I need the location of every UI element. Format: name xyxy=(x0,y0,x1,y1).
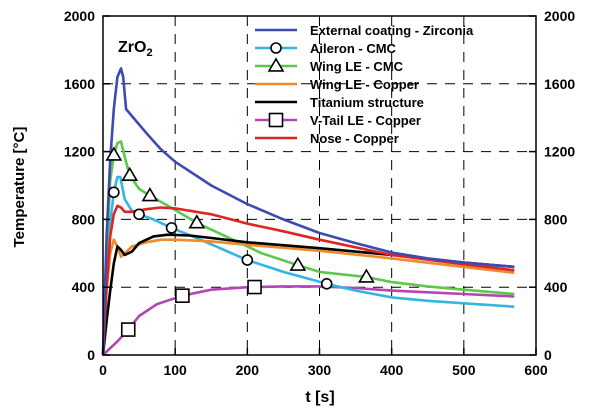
x-tick-label: 100 xyxy=(163,362,187,378)
zro2-annotation: ZrO2 xyxy=(118,39,153,59)
series-marker-2 xyxy=(188,214,206,229)
legend-label-1: Aileron - CMC xyxy=(310,41,397,56)
legend: External coating - Zirconia Aileron - CMC… xyxy=(255,23,474,146)
y-tick-label-right: 800 xyxy=(544,211,568,227)
y-tick-label-left: 1200 xyxy=(64,144,95,160)
legend-label-2: Wing LE - CMC xyxy=(310,59,404,74)
y-tick-label-left: 2000 xyxy=(64,8,95,24)
series-marker-2 xyxy=(289,256,307,271)
axis-ticks xyxy=(102,15,537,356)
legend-marker-2 xyxy=(267,57,285,72)
y-tick-label-left: 0 xyxy=(87,347,95,363)
y-tick-label-right: 400 xyxy=(544,279,568,295)
series-marker-1 xyxy=(165,222,178,234)
legend-label-3: Wing LE - Copper xyxy=(310,77,419,92)
x-tick-label: 300 xyxy=(308,362,332,378)
series-line-3 xyxy=(101,238,515,356)
x-tick-label: 0 xyxy=(99,362,107,378)
annotation-main: ZrO xyxy=(118,39,146,56)
series-marker-2 xyxy=(358,268,375,283)
y-tick-label-left: 800 xyxy=(72,211,96,227)
series-marker-1 xyxy=(108,186,120,199)
series-marker-2 xyxy=(141,187,159,202)
series-marker-2 xyxy=(121,166,139,182)
series-marker-5 xyxy=(175,288,190,303)
series-marker-1 xyxy=(320,278,333,290)
series-marker-1 xyxy=(241,254,254,266)
grid-lines xyxy=(103,16,536,355)
y-tick-label-right: 2000 xyxy=(544,8,575,24)
series-marker-2 xyxy=(105,146,123,161)
legend-label-6: Nose - Copper xyxy=(310,131,399,146)
y-tick-label-right: 1200 xyxy=(544,144,575,160)
series-marker-1 xyxy=(133,208,145,221)
y-axis-label: Temperature [°C] xyxy=(11,127,28,248)
legend-marker-1 xyxy=(270,42,282,54)
series-marker-5 xyxy=(247,279,262,295)
series-marker-5 xyxy=(120,322,136,337)
x-tick-label: 400 xyxy=(380,362,404,378)
series-line-5 xyxy=(102,285,515,356)
legend-label-4: Titanium structure xyxy=(310,95,424,110)
y-tick-label-left: 1600 xyxy=(64,76,95,92)
y-tick-label-right: 1600 xyxy=(544,76,575,92)
series-line-6 xyxy=(101,204,515,356)
series-layer xyxy=(101,67,515,356)
legend-marker-5 xyxy=(268,112,284,128)
y-tick-label-right: 0 xyxy=(544,347,552,363)
x-tick-label: 500 xyxy=(452,362,476,378)
x-tick-label: 600 xyxy=(524,362,548,378)
legend-label-5: V-Tail LE - Copper xyxy=(310,113,421,128)
series-line-4 xyxy=(101,233,515,356)
y-tick-label-left: 400 xyxy=(72,279,96,295)
legend-label-0: External coating - Zirconia xyxy=(310,23,474,38)
annotation-subscript: 2 xyxy=(146,47,152,59)
x-tick-label: 200 xyxy=(236,362,260,378)
series-line-0 xyxy=(101,67,515,356)
x-axis-label: t [s] xyxy=(305,389,334,406)
markers-layer xyxy=(105,146,375,337)
